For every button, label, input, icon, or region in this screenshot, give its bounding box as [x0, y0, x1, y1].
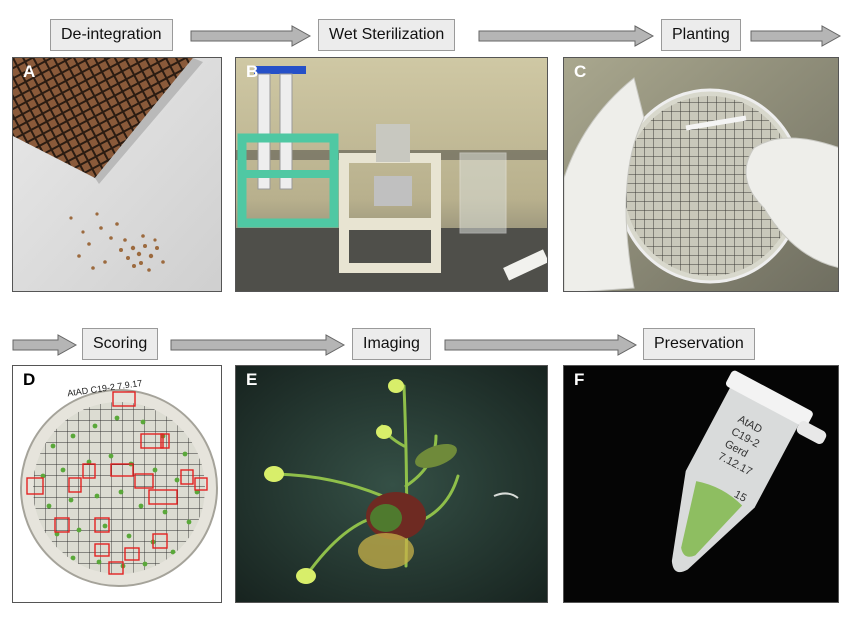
stage-de-integration: De-integration: [50, 19, 173, 51]
tube-label-line: 15: [732, 488, 748, 504]
stage-imaging: Imaging: [352, 328, 431, 360]
stage-wet-sterilization: Wet Sterilization: [318, 19, 456, 51]
stage-scoring: Scoring: [82, 328, 159, 360]
panel-a-seed-tray: A: [12, 57, 222, 292]
arrow-right-icon: [444, 334, 638, 356]
panel-d-scoring-plate: AtAD C19-2 7.9.17 D: [12, 365, 222, 603]
arrow-right-icon: [12, 334, 78, 356]
panel-label: C: [574, 62, 587, 81]
panel-label: E: [246, 370, 258, 389]
arrow-right-icon: [478, 25, 655, 47]
panel-label: D: [23, 370, 36, 389]
arrow-right-icon: [170, 334, 346, 356]
panel-c-planting: C: [563, 57, 839, 292]
panel-f-tube: AtAD C19-2 Gerd 7.12.17 15 F: [563, 365, 839, 603]
panel-e-seedling: E: [235, 365, 548, 603]
arrow-right-icon: [750, 25, 842, 47]
panel-b-sterilization: B: [235, 57, 548, 292]
panel-label: F: [574, 370, 585, 389]
stage-preservation: Preservation: [643, 328, 755, 360]
panel-label: A: [23, 62, 36, 81]
panel-label: B: [246, 62, 259, 81]
arrow-right-icon: [190, 25, 312, 47]
stage-planting: Planting: [661, 19, 741, 51]
